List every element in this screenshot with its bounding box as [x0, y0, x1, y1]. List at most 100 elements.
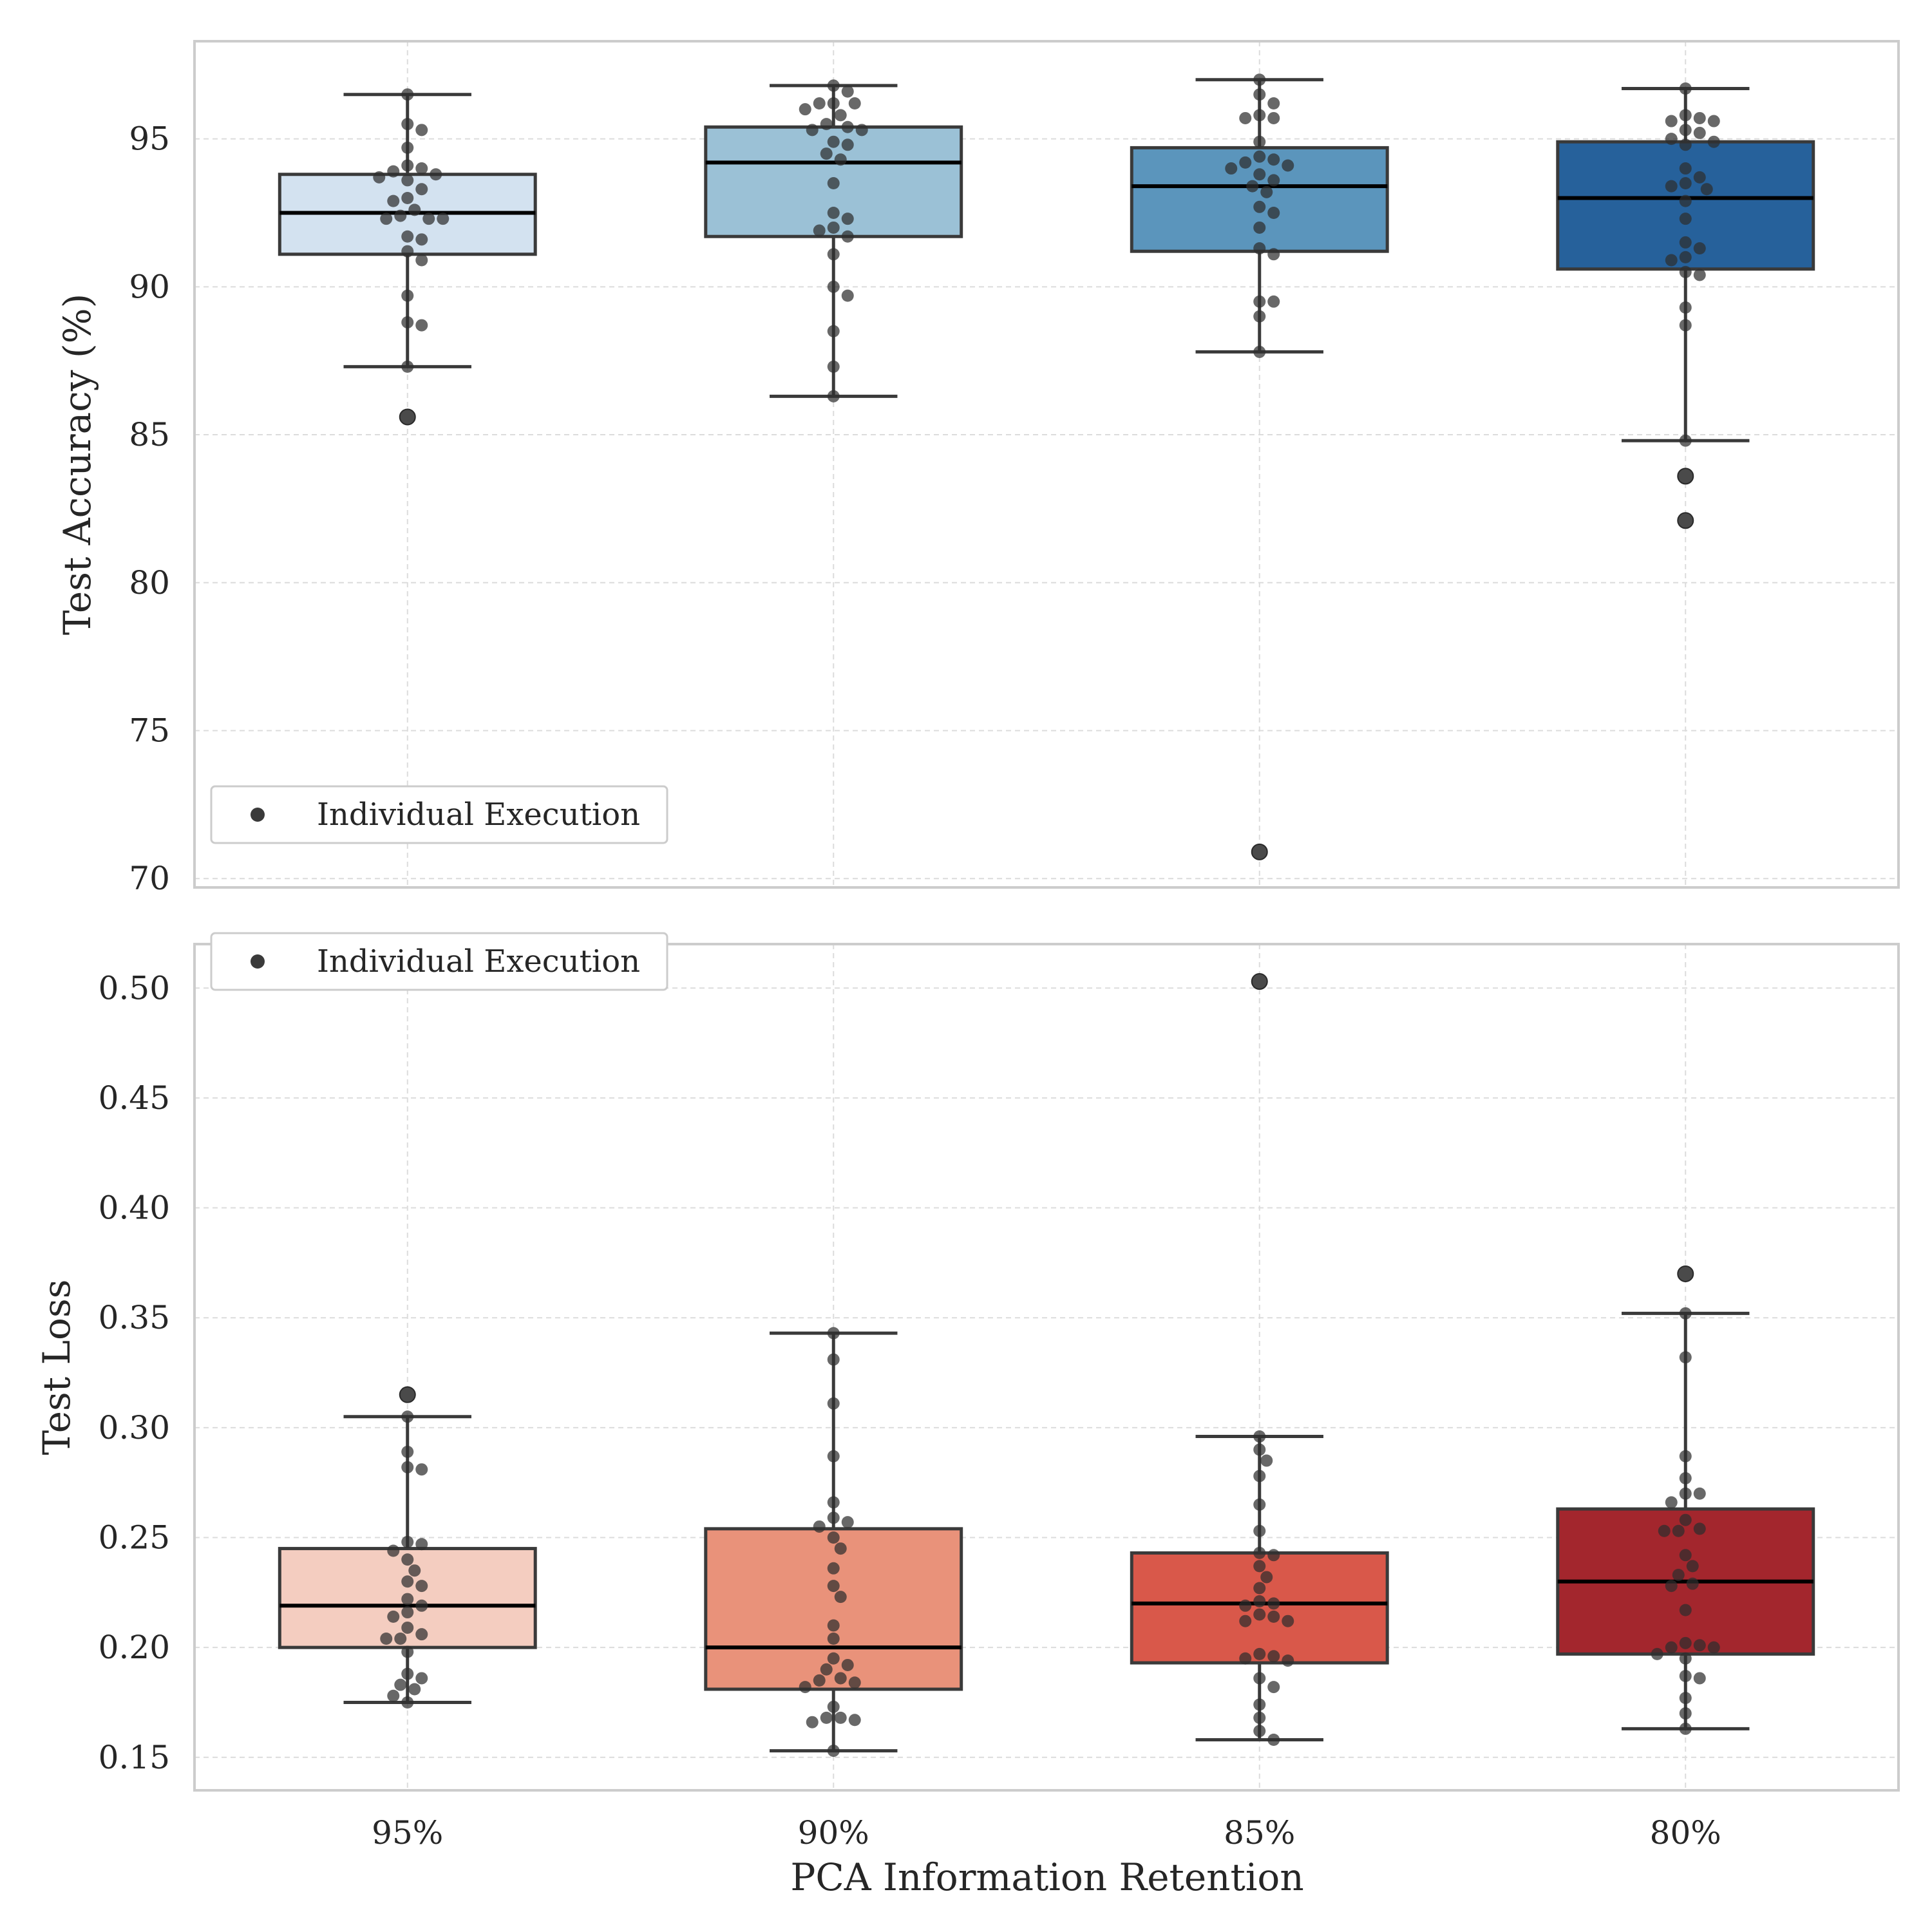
accuracy-execution-point: [394, 209, 407, 222]
loss-execution-point: [799, 1681, 811, 1694]
loss-execution-point: [1679, 1652, 1692, 1665]
loss-execution-point: [1665, 1641, 1678, 1654]
outlier-point: [399, 1386, 416, 1403]
loss-execution-point: [827, 1496, 840, 1509]
accuracy-execution-point: [813, 97, 826, 109]
loss-execution-point: [1282, 1615, 1294, 1627]
loss-execution-point: [401, 1445, 414, 1458]
loss-y-axis-title: Test Loss: [35, 1280, 79, 1455]
loss-execution-point: [1253, 1498, 1266, 1511]
accuracy-points: [373, 73, 1720, 447]
accuracy-execution-point: [415, 183, 428, 196]
accuracy-execution-point: [1700, 183, 1713, 196]
accuracy-execution-point: [834, 109, 847, 122]
iqr-box: [1130, 146, 1389, 253]
accuracy-legend-marker: [251, 808, 265, 822]
loss-execution-point: [1267, 1549, 1280, 1562]
loss-execution-point: [1672, 1524, 1685, 1537]
loss-execution-point: [1686, 1560, 1699, 1573]
loss-execution-point: [387, 1689, 400, 1702]
accuracy-execution-point: [373, 171, 386, 184]
accuracy-execution-point: [415, 124, 428, 137]
loss-execution-point: [401, 1621, 414, 1634]
loss-execution-point: [827, 1633, 840, 1645]
accuracy-execution-point: [1679, 236, 1692, 249]
loss-execution-point: [827, 1619, 840, 1632]
accuracy-execution-point: [401, 192, 414, 205]
accuracy-panel: 70 75 80 85 90 95 Test Accuracy (%) Individua…: [55, 40, 1900, 897]
accuracy-execution-point: [827, 390, 840, 402]
loss-execution-point: [415, 1628, 428, 1641]
loss-execution-point: [1253, 1608, 1266, 1621]
accuracy-execution-point: [1679, 82, 1692, 95]
accuracy-execution-point: [827, 177, 840, 190]
loss-execution-point: [827, 1745, 840, 1757]
accuracy-legend-box: [210, 785, 668, 844]
loss-execution-point: [1679, 1513, 1692, 1526]
loss-execution-point: [841, 1516, 854, 1529]
accuracy-y-tick-label: 80: [129, 564, 170, 601]
accuracy-execution-point: [841, 120, 854, 133]
accuracy-execution-point: [1253, 310, 1266, 323]
accuracy-execution-point: [827, 248, 840, 261]
accuracy-execution-point: [401, 88, 414, 101]
accuracy-execution-point: [1253, 109, 1266, 122]
loss-execution-point: [387, 1544, 400, 1557]
accuracy-execution-point: [1693, 126, 1706, 139]
loss-y-tick-label: 0.45: [99, 1079, 170, 1117]
loss-execution-point: [1672, 1569, 1685, 1582]
loss-execution-point: [806, 1716, 819, 1728]
loss-legend: Individual Execution: [210, 932, 668, 991]
accuracy-grid: [194, 41, 1899, 887]
loss-execution-point: [1253, 1672, 1266, 1685]
loss-execution-point: [1253, 1430, 1266, 1443]
accuracy-execution-point: [401, 230, 414, 243]
loss-execution-point: [1679, 1351, 1692, 1364]
accuracy-execution-point: [401, 159, 414, 172]
x-tick-label: 80%: [1650, 1814, 1721, 1852]
accuracy-execution-point: [1679, 177, 1692, 190]
loss-execution-point: [415, 1538, 428, 1551]
accuracy-execution-point: [1665, 133, 1678, 146]
loss-execution-point: [1260, 1454, 1273, 1467]
accuracy-execution-point: [841, 289, 854, 302]
accuracy-execution-point: [1693, 269, 1706, 281]
loss-y-tick-label: 0.40: [99, 1189, 170, 1227]
loss-execution-point: [401, 1461, 414, 1473]
accuracy-execution-point: [1665, 115, 1678, 128]
loss-execution-point: [827, 1652, 840, 1665]
accuracy-execution-point: [1679, 319, 1692, 332]
accuracy-execution-point: [401, 360, 414, 373]
iqr-box: [704, 1527, 963, 1691]
accuracy-execution-point: [841, 213, 854, 225]
accuracy-execution-point: [1282, 159, 1294, 172]
loss-execution-point: [1665, 1496, 1678, 1509]
loss-execution-point: [1282, 1654, 1294, 1667]
loss-execution-point: [827, 1700, 840, 1713]
accuracy-y-tick-label: 85: [129, 416, 170, 453]
accuracy-execution-point: [820, 147, 833, 160]
loss-execution-point: [813, 1674, 826, 1687]
loss-y-tick-label: 0.50: [99, 969, 170, 1007]
accuracy-execution-point: [408, 204, 421, 216]
loss-execution-point: [827, 1327, 840, 1340]
accuracy-execution-point: [1693, 111, 1706, 124]
loss-execution-point: [394, 1633, 407, 1645]
accuracy-execution-point: [1267, 295, 1280, 308]
accuracy-execution-point: [387, 165, 400, 178]
outlier-point: [1677, 468, 1694, 485]
accuracy-execution-point: [1679, 194, 1692, 207]
loss-execution-point: [1679, 1707, 1692, 1720]
accuracy-execution-point: [1253, 150, 1266, 163]
loss-execution-point: [1693, 1487, 1706, 1500]
accuracy-execution-point: [1253, 200, 1266, 213]
accuracy-execution-point: [401, 118, 414, 131]
loss-execution-point: [827, 1580, 840, 1593]
accuracy-execution-point: [1253, 242, 1266, 255]
accuracy-execution-point: [401, 316, 414, 328]
loss-execution-point: [408, 1564, 421, 1577]
accuracy-execution-point: [1253, 73, 1266, 86]
loss-execution-point: [1267, 1734, 1280, 1747]
loss-execution-point: [1267, 1650, 1280, 1663]
